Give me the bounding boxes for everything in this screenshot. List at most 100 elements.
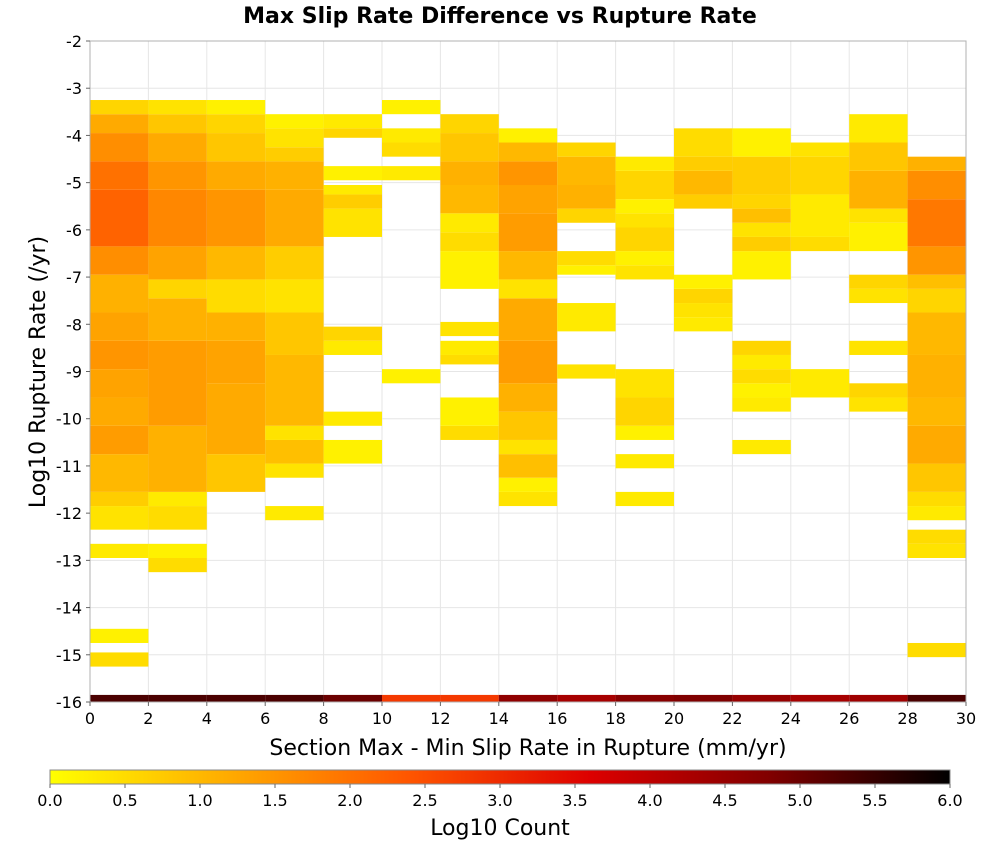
heatmap-cell	[440, 340, 499, 355]
heatmap-cell	[90, 652, 149, 667]
heatmap-cell	[206, 279, 266, 313]
colorbar-tick-label: 5.0	[787, 791, 812, 810]
heatmap-cell	[907, 246, 966, 275]
heatmap-cell	[907, 543, 966, 558]
heatmap-cell	[907, 288, 966, 313]
heatmap-cell	[674, 274, 733, 289]
heatmap-cell	[90, 628, 149, 643]
heatmap-cell	[849, 340, 908, 355]
heatmap-cell	[90, 543, 149, 558]
heatmap-cell	[90, 312, 149, 341]
heatmap-cell	[90, 506, 149, 530]
heatmap-cell	[90, 161, 149, 190]
colorbar-ticks: 0.0 0.5 1.0 1.5 2.0 2.5 3.0 3.5 4.0 4.5 5.0 5.5 6.0	[37, 784, 963, 810]
x-tick-label: 20	[664, 709, 684, 728]
heatmap-cell	[148, 298, 207, 341]
heatmap-cell	[849, 170, 908, 209]
heatmap-cell	[790, 194, 850, 237]
heatmap-cell	[90, 340, 149, 370]
heatmap-cell	[206, 100, 266, 115]
heatmap-cell	[206, 114, 266, 134]
heatmap-cell	[265, 161, 324, 190]
colorbar-tick-label: 3.5	[562, 791, 587, 810]
heatmap-cell	[907, 642, 966, 658]
colorbar-tick-label: 1.0	[187, 791, 212, 810]
heatmap-cell	[148, 114, 207, 134]
x-axis-label: Section Max - Min Slip Rate in Rupture (…	[269, 736, 786, 761]
heatmap-cell	[265, 128, 324, 148]
x-tick-label: 24	[781, 709, 801, 728]
heatmap-cell	[732, 383, 791, 398]
heatmap-cell	[732, 208, 791, 223]
x-tick-label: 8	[319, 709, 329, 728]
heatmap-cell	[90, 114, 149, 134]
heatmap-cell	[849, 208, 908, 223]
heatmap-cell	[907, 463, 966, 492]
colorbar-tick-label: 5.5	[862, 791, 887, 810]
heatmap-cell	[440, 114, 499, 134]
heatmap-cell	[732, 354, 791, 370]
x-tick-label: 12	[430, 709, 450, 728]
heatmap-cell	[440, 425, 499, 440]
y-tick-label: -12	[56, 504, 82, 523]
heatmap-cell	[148, 543, 207, 558]
heatmap-cell	[148, 279, 207, 299]
y-tick-label: -3	[66, 79, 82, 98]
heatmap-cell	[498, 213, 558, 252]
heatmap-cell	[265, 147, 324, 162]
heatmap-cell	[498, 439, 558, 455]
heatmap-cell	[615, 265, 674, 280]
heatmap-cell	[498, 185, 558, 214]
heatmap-cell	[674, 303, 733, 318]
colorbar-tick-label: 2.0	[337, 791, 362, 810]
heatmap-cell-bottom	[674, 694, 733, 702]
x-tick-label: 4	[202, 709, 212, 728]
heatmap-cell	[498, 491, 558, 507]
heatmap-cell-bottom	[265, 694, 324, 702]
colorbar-tick-label: 1.5	[262, 791, 287, 810]
heatmap-cell	[557, 156, 616, 186]
heatmap-cell	[148, 161, 207, 190]
heatmap-cell	[732, 439, 791, 455]
heatmap-cell	[206, 189, 266, 247]
heatmap-cell	[907, 274, 966, 289]
y-tick-label: -2	[66, 32, 82, 51]
heatmap-cell	[206, 383, 266, 455]
heatmap-cell	[265, 189, 324, 247]
heatmap-cell	[557, 265, 616, 275]
heatmap-cell	[148, 189, 207, 247]
heatmap-cell	[615, 156, 674, 171]
heatmap-cell	[557, 364, 616, 379]
heatmap-cell	[498, 142, 558, 162]
heatmap-cell	[90, 133, 149, 162]
y-tick-label: -5	[66, 174, 82, 193]
heatmap-cell-bottom	[498, 694, 558, 702]
heatmap-cell	[440, 251, 499, 289]
heatmap-cell	[206, 454, 266, 492]
heatmap-cell	[615, 251, 674, 266]
heatmap-cell	[90, 100, 149, 115]
heatmap-cell	[265, 279, 324, 313]
heatmap-cell	[265, 463, 324, 478]
heatmap-cell	[148, 246, 207, 280]
heatmap-cell	[732, 156, 791, 195]
heatmap-cell	[206, 312, 266, 341]
colorbar-label: Log10 Count	[430, 816, 570, 841]
y-tick-label: -6	[66, 221, 82, 240]
y-axis-label: Log10 Rupture Rate (/yr)	[26, 236, 51, 508]
colorbar-tick-label: 3.0	[487, 791, 512, 810]
heatmap-cell	[615, 397, 674, 426]
heatmap-cell	[323, 114, 382, 129]
heatmap-cell-bottom	[440, 694, 499, 702]
x-tick-label: 6	[260, 709, 270, 728]
heatmap-cell	[382, 128, 441, 143]
colorbar-tick-label: 0.0	[37, 791, 62, 810]
heatmap-cell	[323, 208, 382, 237]
heatmap-cell	[615, 369, 674, 398]
heatmap-cell-bottom	[90, 694, 149, 702]
colorbar-tick-label: 0.5	[112, 791, 137, 810]
heatmap-cell	[498, 251, 558, 280]
heatmap-cell	[206, 246, 266, 280]
x-tick-label: 28	[897, 709, 917, 728]
